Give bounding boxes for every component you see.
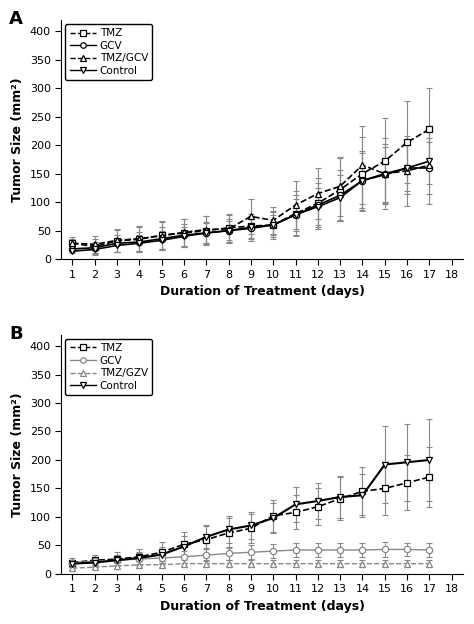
Legend: TMZ, GCV, TMZ/GCV, Control: TMZ, GCV, TMZ/GCV, Control xyxy=(65,24,152,80)
Y-axis label: Tumor Size (mm²): Tumor Size (mm²) xyxy=(11,392,24,517)
X-axis label: Duration of Treatment (days): Duration of Treatment (days) xyxy=(160,600,365,613)
Text: B: B xyxy=(9,325,23,343)
Y-axis label: Tumor Size (mm²): Tumor Size (mm²) xyxy=(11,77,24,202)
Legend: TMZ, GCV, TMZ/GZV, Control: TMZ, GCV, TMZ/GZV, Control xyxy=(65,339,152,395)
Text: A: A xyxy=(9,10,23,28)
X-axis label: Duration of Treatment (days): Duration of Treatment (days) xyxy=(160,285,365,298)
